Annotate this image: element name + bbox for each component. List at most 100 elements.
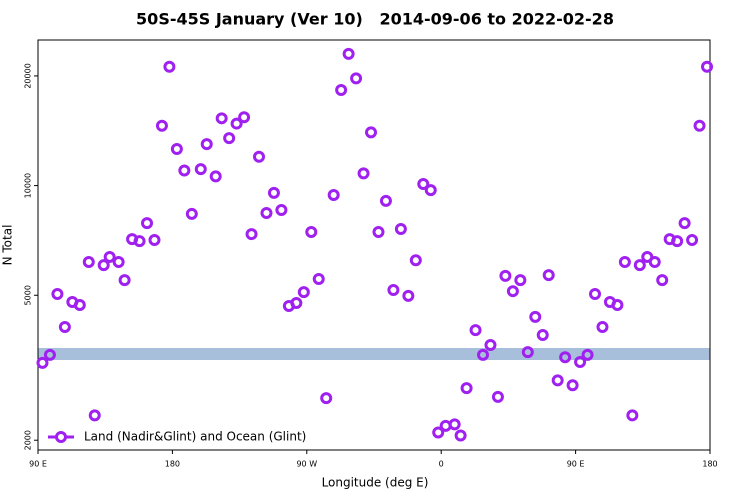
point [574,355,587,368]
point [387,283,400,296]
point [320,392,333,405]
point [58,321,71,334]
point [484,339,497,352]
point [245,228,258,241]
point [97,259,110,272]
point [223,132,236,145]
point [514,274,527,287]
point [671,235,684,248]
point [678,217,691,230]
point [432,426,445,439]
plot-frame [37,39,711,451]
point [542,269,555,282]
point [506,285,519,298]
point [424,184,437,197]
point [342,47,355,60]
point [477,348,490,361]
point [402,289,415,302]
point [372,225,385,238]
point [379,194,392,207]
point [290,297,303,310]
point [155,119,168,132]
point [357,167,370,180]
y-tick-label: 5000 [24,285,33,305]
point [409,254,422,267]
point [521,346,534,359]
point [417,178,430,191]
legend-label: Land (Nadir&Glint) and Ocean (Glint) [84,430,306,444]
legend-marker [55,431,67,443]
point [230,117,243,130]
point [36,356,49,369]
point [327,189,340,202]
point [238,111,251,124]
point [133,235,146,248]
x-tick-label: 90 E [567,460,585,469]
point [589,287,602,300]
point [312,273,325,286]
point [275,204,288,217]
point [394,223,407,236]
point [51,287,64,300]
point [178,164,191,177]
point [297,286,310,299]
point [596,321,609,334]
point [454,429,467,442]
point [686,233,699,246]
point [43,348,56,361]
y-tick-label: 10000 [24,173,33,198]
point [148,233,161,246]
y-tick-label: 20000 [24,63,33,88]
point [581,348,594,361]
ocean-band [38,348,710,360]
point [566,379,579,392]
point [469,324,482,337]
y-tick-label: 2000 [24,430,33,450]
x-tick-label: 90 E [29,460,47,469]
point [253,150,266,163]
point [185,207,198,220]
point [82,255,95,268]
x-tick-label: 0 [439,460,444,469]
point [633,259,646,272]
point [656,274,669,287]
point [73,299,86,312]
point [200,138,213,151]
point [611,299,624,312]
point [335,83,348,96]
point [491,390,504,403]
point [551,374,564,387]
point [260,206,273,219]
x-tick-label: 90 W [296,460,317,469]
point [529,310,542,323]
point [194,163,207,176]
point [693,119,706,132]
x-tick-label: 180 [702,460,717,469]
x-axis-label: Longitude (deg E) [322,476,429,490]
point [112,255,125,268]
point [209,170,222,183]
point [648,255,661,268]
point [215,112,228,125]
point [305,225,318,238]
x-tick-label: 180 [165,460,180,469]
point [170,143,183,156]
y-axis-label: N Total [1,225,15,266]
point [499,269,512,282]
point [88,409,101,422]
point [118,274,131,287]
chart-title: 50S-45S January (Ver 10) 2014-09-06 to 2… [136,10,614,29]
point [350,72,363,85]
point [103,250,116,263]
point [626,409,639,422]
point [448,418,461,431]
point [365,126,378,139]
point [618,255,631,268]
point [267,186,280,199]
point [141,217,154,230]
point [163,60,176,73]
point [701,60,714,73]
point [536,328,549,341]
